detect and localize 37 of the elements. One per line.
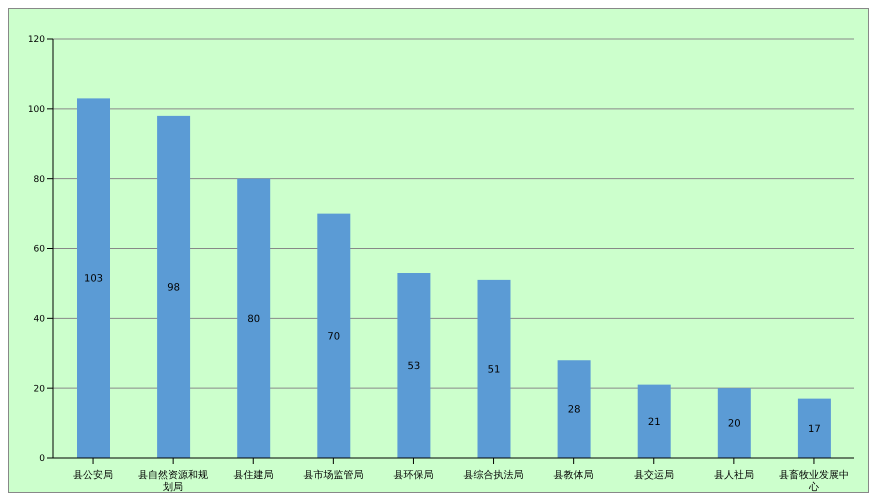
data-label: 103 bbox=[84, 274, 104, 285]
x-tick-label: 县教体局 bbox=[554, 469, 594, 481]
bar bbox=[157, 116, 190, 458]
x-tick-label: 县综合执法局 bbox=[464, 469, 524, 481]
data-label: 20 bbox=[728, 418, 741, 430]
x-tick-label: 县市场监管局 bbox=[303, 469, 364, 481]
data-label: 70 bbox=[327, 331, 340, 342]
y-tick-label: 100 bbox=[28, 105, 46, 116]
x-tick-label: 县公安局 bbox=[73, 469, 114, 481]
bar bbox=[638, 384, 671, 458]
y-tick-label: 0 bbox=[39, 454, 46, 464]
data-label: 21 bbox=[648, 416, 661, 428]
bar bbox=[798, 398, 831, 458]
data-label: 28 bbox=[568, 404, 580, 416]
y-tick-label: 40 bbox=[34, 314, 46, 325]
data-label: 51 bbox=[488, 364, 500, 376]
data-label: 98 bbox=[167, 282, 180, 294]
y-tick-label: 120 bbox=[28, 35, 46, 46]
x-tick-label: 县环保局 bbox=[393, 470, 434, 481]
x-tick-label: 县自然资源和规划局 bbox=[138, 469, 208, 493]
y-tick-label: 80 bbox=[34, 174, 46, 185]
bar bbox=[718, 388, 751, 458]
x-tick-label: 县人社局 bbox=[714, 469, 754, 481]
data-label: 80 bbox=[247, 314, 260, 325]
x-tick-label: 县畜牧业发展中心 bbox=[778, 469, 849, 493]
bar bbox=[397, 272, 430, 458]
data-label: 17 bbox=[808, 424, 821, 435]
y-tick-label: 20 bbox=[34, 384, 46, 394]
bar bbox=[237, 178, 270, 458]
bar bbox=[77, 98, 110, 458]
x-tick-label: 县交运局 bbox=[634, 469, 674, 481]
data-label: 53 bbox=[408, 361, 420, 372]
y-tick-label: 60 bbox=[34, 244, 46, 255]
bar bbox=[317, 214, 350, 458]
bar bbox=[558, 360, 591, 458]
x-tick-label: 县住建局 bbox=[233, 469, 274, 481]
bar bbox=[478, 280, 510, 458]
